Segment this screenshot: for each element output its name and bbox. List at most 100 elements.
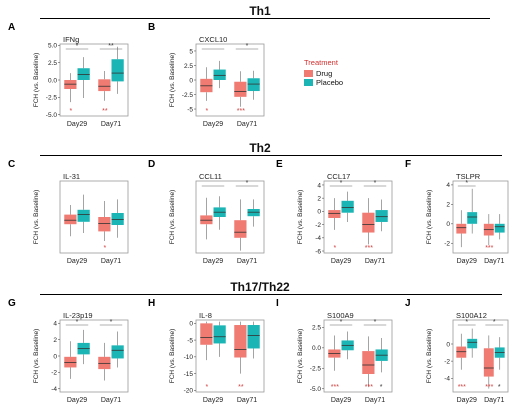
panel-b: B CXCL10 FCH (vs. Baseline) -5 -2.5 0 2.5 5 Day2… — [148, 22, 265, 128]
legend-label-placebo: Placebo — [316, 78, 344, 87]
panel-letter: C — [8, 159, 15, 170]
box-placebo — [247, 78, 260, 92]
significance-label: * — [465, 319, 468, 326]
y-tick-label: 5.0 — [48, 43, 57, 50]
significance-label: * — [246, 43, 249, 50]
panel-e: E CCL17 FCH (vs. Baseline) -6 -4 -2 0 2 4 Day29 * D… — [276, 159, 393, 265]
y-axis-label: FCH (vs. Baseline) — [426, 329, 433, 384]
x-category-label: Day71 — [365, 258, 385, 265]
y-tick-label: -2 — [444, 241, 450, 248]
y-tick-label: 0 — [53, 353, 57, 360]
pvalue-marker: *** — [485, 245, 493, 252]
y-tick-label: 2 — [53, 337, 57, 344]
panel-letter: J — [405, 298, 411, 309]
panel-letter: F — [405, 159, 411, 170]
significance-label: * — [340, 180, 343, 187]
significance-label: * — [110, 319, 113, 326]
box-drug — [456, 346, 467, 358]
y-tick-label: -5 — [187, 106, 193, 113]
x-category-label: Day71 — [237, 397, 257, 404]
legend-swatch-drug — [304, 70, 313, 77]
pvalue-marker: *** — [365, 384, 373, 391]
y-tick-label: 0 — [446, 341, 450, 348]
box-drug — [200, 323, 213, 345]
legend-item-drug: Drug — [304, 69, 343, 78]
section-title-th2: Th2 — [249, 141, 271, 155]
box-drug — [328, 210, 341, 218]
box-drug — [98, 356, 111, 370]
box-drug — [234, 325, 247, 358]
panel-letter: E — [276, 159, 283, 170]
pvalue-marker: * — [104, 245, 107, 252]
y-tick-label: -20 — [184, 388, 194, 395]
y-tick-label: -4 — [51, 386, 57, 393]
pvalue-marker: * — [380, 384, 383, 391]
y-tick-label: 2.5 — [48, 60, 57, 67]
box-placebo — [77, 209, 90, 222]
y-tick-label: 0 — [317, 209, 321, 216]
panel-i: I S100A9 FCH (vs. Baseline) 2.5 0.0 -2.5 -5.0 D… — [276, 298, 393, 404]
panel-j: J S100A12 FCH (vs. Baseline) 0 -2 -4 Day29 * Day… — [405, 298, 509, 404]
section-rule-th1 — [40, 18, 490, 19]
y-axis-label: FCH (vs. Baseline) — [297, 190, 304, 245]
legend-item-placebo: Placebo — [304, 78, 343, 87]
y-tick-label: 0 — [189, 77, 193, 84]
y-tick-label: -5 — [187, 337, 193, 344]
x-category-label: Day71 — [101, 121, 121, 128]
y-axis-label: FCH (vs. Baseline) — [426, 190, 433, 245]
y-tick-label: -2.5 — [46, 95, 58, 102]
x-category-label: Day29 — [67, 121, 87, 128]
x-category-label: Day29 — [67, 258, 87, 265]
x-category-label: Day29 — [203, 121, 223, 128]
section-rule-th17 — [40, 294, 502, 295]
pvalue-marker: *** — [458, 384, 466, 391]
box-drug — [456, 223, 467, 234]
pvalue-marker: * — [206, 384, 209, 391]
y-tick-label: -2 — [444, 358, 450, 365]
panel-title: IL-8 — [199, 311, 212, 320]
box-drug — [98, 79, 111, 92]
y-tick-label: 2 — [317, 195, 321, 202]
legend-swatch-placebo — [304, 79, 313, 86]
y-tick-label: 2.5 — [312, 325, 321, 332]
panel-title: IL-31 — [63, 172, 80, 181]
x-category-label: Day29 — [331, 397, 351, 404]
box-drug — [98, 217, 111, 232]
x-category-label: Day29 — [203, 397, 223, 404]
legend-title: Treatment — [304, 58, 338, 67]
y-axis-label: FCH (vs. Baseline) — [297, 329, 304, 384]
x-category-label: Day29 — [457, 258, 477, 265]
significance-label: * — [374, 319, 377, 326]
section-title-th1: Th1 — [249, 4, 271, 18]
pvalue-marker: *** — [485, 384, 493, 391]
legend: Treatment Drug Placebo — [304, 58, 343, 87]
panel-f: F TSLPR FCH (vs. Baseline) -2 0 2 4 Day29 * Day71… — [405, 159, 509, 265]
box-drug — [200, 215, 213, 225]
significance-label: * — [465, 180, 468, 187]
y-tick-label: -2.5 — [310, 366, 322, 373]
panel-letter: G — [8, 298, 16, 309]
box-placebo — [467, 212, 478, 224]
y-tick-label: -5.0 — [46, 112, 58, 119]
plot-frame — [452, 180, 509, 254]
x-category-label: Day71 — [237, 121, 257, 128]
y-tick-label: 4 — [317, 182, 321, 189]
pvalue-marker: ** — [238, 384, 244, 391]
box-placebo — [247, 209, 260, 217]
panel-a: A IFNg FCH (vs. Baseline) -5.0 -2.5 0.0 2.5 5.0… — [8, 22, 129, 128]
significance-label: * — [76, 43, 79, 50]
box-drug — [234, 220, 247, 238]
x-category-label: Day71 — [237, 258, 257, 265]
x-category-label: Day71 — [484, 397, 504, 404]
panel-title: S100A9 — [327, 311, 354, 320]
box-drug — [362, 351, 375, 374]
box-placebo — [111, 59, 124, 82]
y-tick-label: -2 — [315, 222, 321, 229]
panel-d: D CCL11 FCH (vs. Baseline) Day29 Day71 * — [148, 159, 265, 265]
pvalue-marker: * — [70, 108, 73, 115]
y-axis-label: FCH (vs. Baseline) — [33, 53, 40, 108]
y-tick-label: 0.0 — [48, 77, 57, 84]
x-category-label: Day71 — [101, 258, 121, 265]
pvalue-marker: *** — [365, 245, 373, 252]
panel-letter: I — [276, 298, 279, 309]
